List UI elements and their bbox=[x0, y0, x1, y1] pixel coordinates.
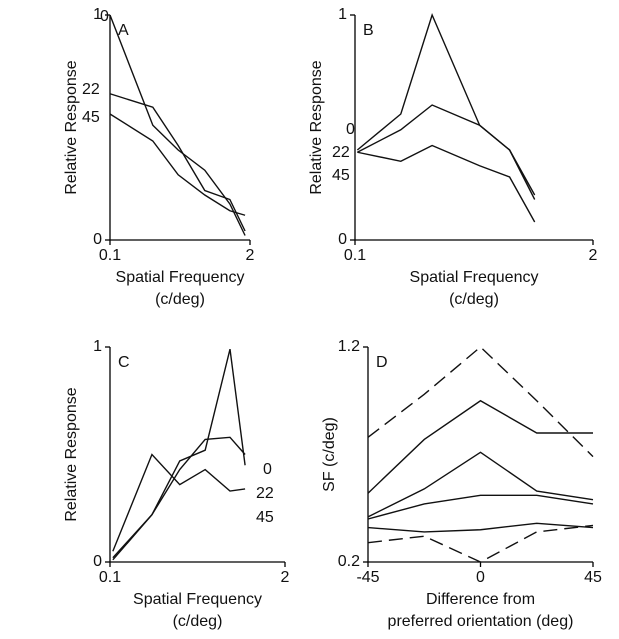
series-label: 22 bbox=[332, 144, 350, 161]
y-axis-label: Relative Response bbox=[63, 60, 80, 194]
series-line bbox=[109, 113, 246, 216]
panel-label: A bbox=[118, 22, 129, 39]
x-axis-label: (c/deg) bbox=[173, 613, 223, 630]
series-line bbox=[112, 436, 246, 559]
series-line bbox=[112, 453, 246, 552]
series-line bbox=[112, 348, 246, 561]
x-tick-label: 2 bbox=[589, 247, 598, 264]
series-label: 45 bbox=[82, 109, 100, 126]
y-tick-label: 1 bbox=[338, 6, 347, 23]
axis-line bbox=[354, 15, 593, 241]
series-line bbox=[367, 451, 594, 518]
series-line bbox=[367, 494, 594, 520]
y-axis-label: Relative Response bbox=[63, 387, 80, 521]
x-axis-label: preferred orientation (deg) bbox=[388, 613, 574, 630]
x-tick-label: 0.1 bbox=[99, 569, 121, 586]
y-tick-label: 1.2 bbox=[338, 338, 360, 355]
y-axis-label: SF (c/deg) bbox=[321, 417, 338, 492]
y-tick-label: 0 bbox=[338, 231, 347, 248]
series-label: 45 bbox=[256, 509, 274, 526]
panel-label: C bbox=[118, 354, 130, 371]
series-line bbox=[367, 524, 594, 563]
x-tick-label: 45 bbox=[584, 569, 602, 586]
series-line bbox=[367, 399, 593, 494]
x-axis-label: (c/deg) bbox=[155, 291, 205, 308]
series-line bbox=[109, 93, 246, 232]
x-tick-label: 2 bbox=[246, 247, 255, 264]
x-tick-label: -45 bbox=[356, 569, 379, 586]
series-label: 0 bbox=[263, 461, 272, 478]
series-line bbox=[367, 346, 594, 458]
series-label: 0 bbox=[346, 121, 355, 138]
series-line bbox=[357, 104, 536, 200]
series-label: 0 bbox=[100, 8, 109, 25]
series-label: 45 bbox=[332, 167, 350, 184]
panel-label: B bbox=[363, 22, 374, 39]
y-tick-label: 1 bbox=[93, 6, 102, 23]
series-line bbox=[367, 522, 594, 533]
series-label: 22 bbox=[82, 81, 100, 98]
series-label: 22 bbox=[256, 485, 274, 502]
series-line bbox=[109, 14, 246, 236]
y-tick-label: 0 bbox=[93, 231, 102, 248]
y-tick-label: 1 bbox=[93, 338, 102, 355]
x-tick-label: 0.1 bbox=[99, 247, 121, 264]
x-axis-label: Difference from bbox=[426, 591, 535, 608]
x-tick-label: 2 bbox=[281, 569, 290, 586]
axis-line bbox=[109, 347, 285, 563]
y-tick-label: 0.2 bbox=[338, 553, 360, 570]
y-axis-label: Relative Response bbox=[308, 60, 325, 194]
x-axis-label: Spatial Frequency bbox=[133, 591, 262, 608]
x-tick-label: 0.1 bbox=[344, 247, 366, 264]
panel-label: D bbox=[376, 354, 388, 371]
x-axis-label: (c/deg) bbox=[449, 291, 499, 308]
series-line bbox=[357, 144, 536, 223]
x-axis-label: Spatial Frequency bbox=[410, 269, 539, 286]
x-axis-label: Spatial Frequency bbox=[116, 269, 245, 286]
y-tick-label: 0 bbox=[93, 553, 102, 570]
x-tick-label: 0 bbox=[476, 569, 485, 586]
series-line bbox=[356, 12, 536, 196]
